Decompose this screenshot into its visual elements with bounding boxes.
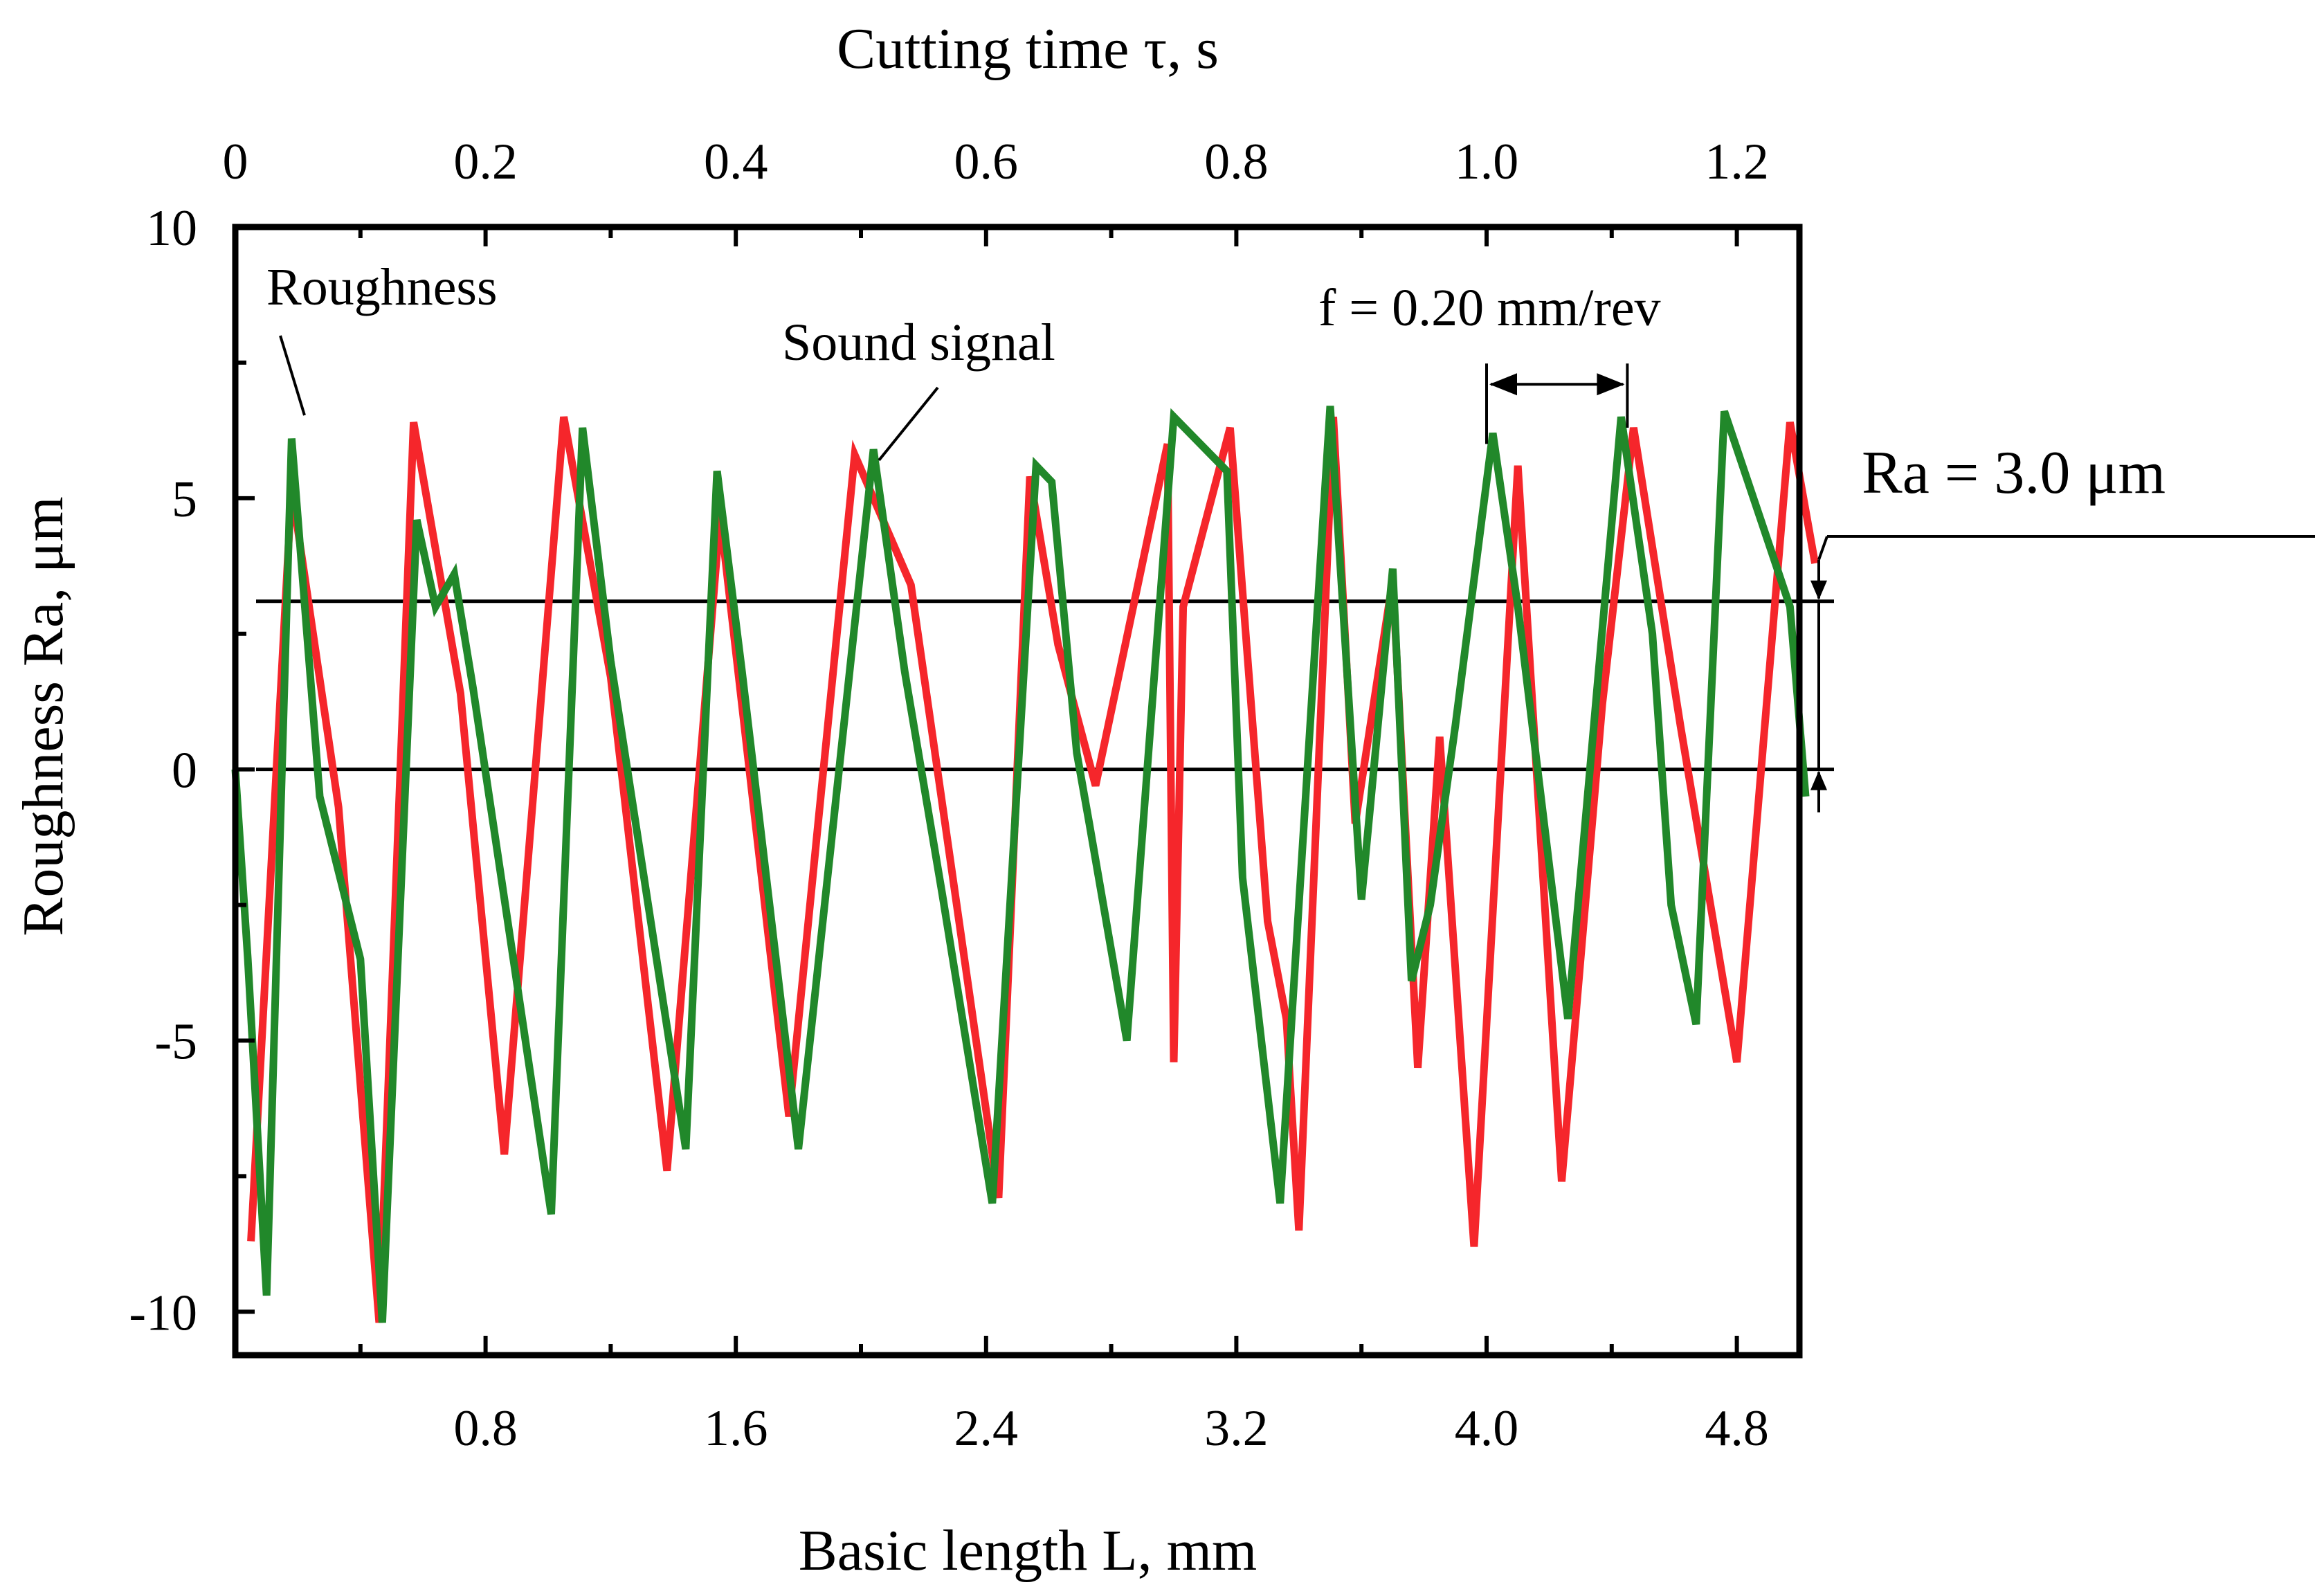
x-tick-label: 4.8 bbox=[1705, 1400, 1769, 1457]
sound-leader-line bbox=[878, 386, 939, 462]
feed-annotation: f = 0.20 mm/rev bbox=[1318, 279, 1661, 337]
y-tick-label: -5 bbox=[154, 1013, 197, 1070]
y-tick-label: 5 bbox=[172, 471, 197, 528]
top-tick-label: 0.2 bbox=[453, 134, 518, 190]
x-tick-label: 1.6 bbox=[704, 1400, 768, 1457]
top-tick-label: 0.6 bbox=[954, 134, 1019, 190]
top-axis-title: Cutting time τ, s bbox=[837, 17, 1219, 81]
y-tick-label: -10 bbox=[129, 1285, 197, 1341]
feed-arrowhead-left bbox=[1489, 373, 1517, 396]
y-tick-label: 0 bbox=[172, 743, 197, 799]
x-tick-label: 4.0 bbox=[1455, 1400, 1519, 1457]
y-tick-label: 10 bbox=[146, 200, 197, 257]
x-axis-title: Basic length L, mm bbox=[799, 1518, 1258, 1583]
ra-bottom-arrowhead bbox=[1810, 770, 1827, 790]
annotations-layer: Roughness Sound signal f = 0.20 mm/rev R… bbox=[266, 258, 2315, 813]
top-tick-label: 1.2 bbox=[1705, 134, 1769, 190]
x-tick-label: 0.8 bbox=[453, 1400, 518, 1457]
y-axis-title: Roughness Ra, μm bbox=[11, 496, 75, 936]
top-tick-label: 1.0 bbox=[1455, 134, 1519, 190]
series-sound-signal-line bbox=[231, 406, 1810, 1323]
x-tick-label: 3.2 bbox=[1204, 1400, 1269, 1457]
roughness-annotation: Roughness bbox=[266, 258, 498, 316]
ra-pointer-connector bbox=[1817, 536, 1828, 561]
roughness-leader-line bbox=[279, 335, 306, 416]
plot-frame bbox=[232, 224, 1803, 1359]
series-roughness-line bbox=[247, 416, 1819, 1323]
x-tick-label: 2.4 bbox=[954, 1400, 1019, 1457]
ticks-layer: 10 5 0 -5 -10 0.8 1.6 2.4 3.2 4.0 4.8 0 0.2 0.4 0.6 0.8… bbox=[129, 134, 1769, 1457]
sound-signal-annotation: Sound signal bbox=[782, 314, 1055, 372]
top-tick-label: 0.4 bbox=[704, 134, 768, 190]
ra-annotation: Ra = 3.0 μm bbox=[1862, 439, 2166, 507]
feed-arrowhead-right bbox=[1597, 373, 1625, 396]
top-tick-label: 0.8 bbox=[1204, 134, 1269, 190]
reference-lines-layer bbox=[256, 599, 1834, 772]
frame-layer bbox=[232, 224, 1803, 1359]
series-layer bbox=[231, 406, 1819, 1323]
top-tick-label: 0 bbox=[223, 134, 248, 190]
ra-top-arrowhead bbox=[1810, 580, 1827, 600]
